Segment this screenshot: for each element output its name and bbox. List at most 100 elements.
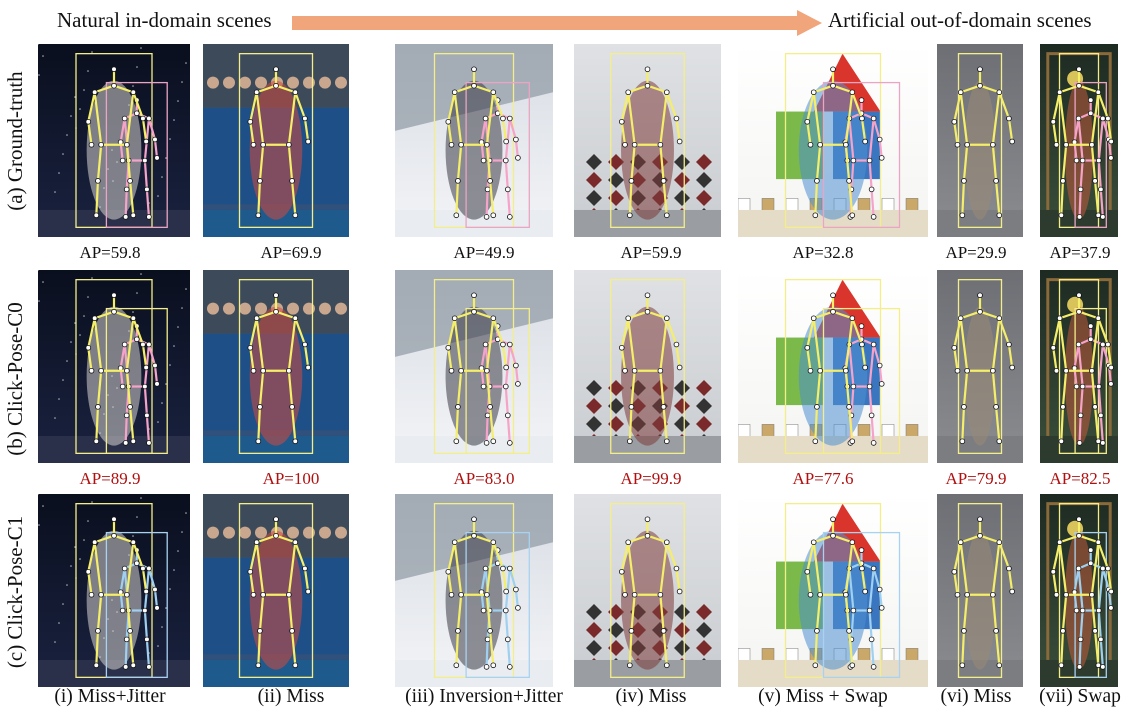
skeleton-bone (96, 143, 103, 182)
keypoint (142, 607, 148, 614)
keypoint (455, 404, 461, 410)
floor-tile (905, 424, 919, 437)
keypoint (676, 138, 683, 145)
skeleton-bone (991, 541, 1001, 596)
keypoint (1108, 605, 1114, 611)
skeleton-bone (1077, 310, 1100, 320)
keypoint (1009, 138, 1015, 145)
keypoint (622, 591, 628, 598)
skeleton-bone (447, 346, 453, 372)
keypoint (1076, 308, 1082, 315)
skeleton-bone (141, 343, 148, 369)
skeleton-bone (447, 317, 456, 349)
result-panel-ski-slope (395, 44, 553, 237)
skeleton-bone (844, 369, 851, 408)
keypoint (250, 367, 257, 374)
keypoint (618, 118, 625, 125)
keypoint (1076, 82, 1082, 89)
skeleton-bone (675, 117, 681, 143)
skeleton-bone (501, 567, 508, 593)
spectator-head (287, 302, 299, 315)
skeleton-bone (620, 91, 630, 123)
keypoint (843, 141, 849, 148)
skeleton-bone (128, 405, 135, 443)
diamond-pattern (696, 190, 712, 206)
skeleton-bone (274, 310, 297, 320)
star-dot (169, 588, 171, 590)
keypoint (817, 591, 823, 598)
person-silhouette (964, 306, 996, 446)
skeleton-bone (96, 593, 103, 632)
keypoint (807, 141, 814, 148)
star-dot (136, 66, 138, 68)
skeleton-bone (812, 84, 835, 94)
row-label-click-pose-c1: (c) Click-Pose-C1 (3, 515, 27, 669)
skeleton-bone (991, 593, 998, 632)
keypoint (1060, 628, 1066, 634)
keypoint (247, 568, 254, 575)
skeleton-bone (87, 541, 96, 573)
person-silhouette (249, 306, 303, 446)
ap-score: AP=59.9 (620, 243, 682, 262)
column-label: (vii) Swap (1039, 686, 1121, 707)
keypoint (143, 364, 149, 371)
keypoint (1095, 157, 1102, 164)
diamond-pattern (586, 416, 602, 432)
star-dot (66, 360, 68, 362)
keypoint (445, 568, 452, 575)
result-panel-stained-glass (1040, 494, 1118, 687)
skeleton-bone (249, 541, 258, 573)
skeleton-bone (455, 179, 460, 217)
result-panel-gnome-illustration (738, 494, 928, 687)
star-dot (185, 62, 187, 64)
keypoint (255, 438, 262, 445)
keypoint (448, 141, 455, 148)
spectator-head (319, 526, 331, 539)
keypoint (127, 628, 133, 634)
skeleton-bone (1052, 317, 1061, 349)
keypoint (122, 214, 129, 220)
keypoint (260, 367, 266, 374)
skeleton-bone (1077, 567, 1084, 612)
star-dot (70, 565, 72, 567)
skeleton-bone (485, 593, 492, 632)
skeleton-bone (1099, 638, 1104, 669)
floor-tile (738, 198, 751, 211)
keypoint (1100, 115, 1106, 122)
skeleton-bone (627, 317, 636, 372)
skeleton-bone (287, 91, 297, 146)
skeleton-bone (303, 117, 310, 143)
skeleton-bone (665, 91, 678, 120)
skeleton-bone (112, 310, 135, 320)
keypoint (85, 118, 92, 125)
skeleton-bone (675, 343, 681, 369)
skeleton-bone (1007, 343, 1014, 369)
keypoint (273, 292, 279, 299)
spectator-head (239, 76, 251, 89)
keypoint (1100, 214, 1106, 220)
keypoint (503, 364, 509, 371)
skeleton-bone (998, 541, 1011, 570)
star-dot (173, 569, 175, 571)
keypoint (631, 141, 638, 148)
skeleton-bone (1090, 91, 1100, 146)
keypoint (484, 186, 491, 193)
scene-illustration (395, 270, 553, 463)
star-dot (87, 520, 89, 522)
skeleton-bone (249, 570, 255, 596)
keypoint (644, 308, 651, 315)
keypoint (849, 438, 856, 445)
person-bbox (822, 307, 901, 454)
skeleton-bone (290, 629, 297, 667)
keypoint (1095, 662, 1102, 669)
diamond-pattern (608, 622, 624, 638)
ap-score: AP=83.0 (453, 469, 515, 488)
keypoint (253, 539, 260, 546)
keypoint (91, 89, 98, 96)
scene-illustration (38, 270, 190, 463)
result-panel-gymnast-arena (203, 494, 349, 687)
keypoint (1095, 539, 1102, 546)
skeleton-bone (1052, 120, 1058, 146)
skeleton-bone (962, 143, 969, 182)
keypoint (122, 664, 129, 670)
